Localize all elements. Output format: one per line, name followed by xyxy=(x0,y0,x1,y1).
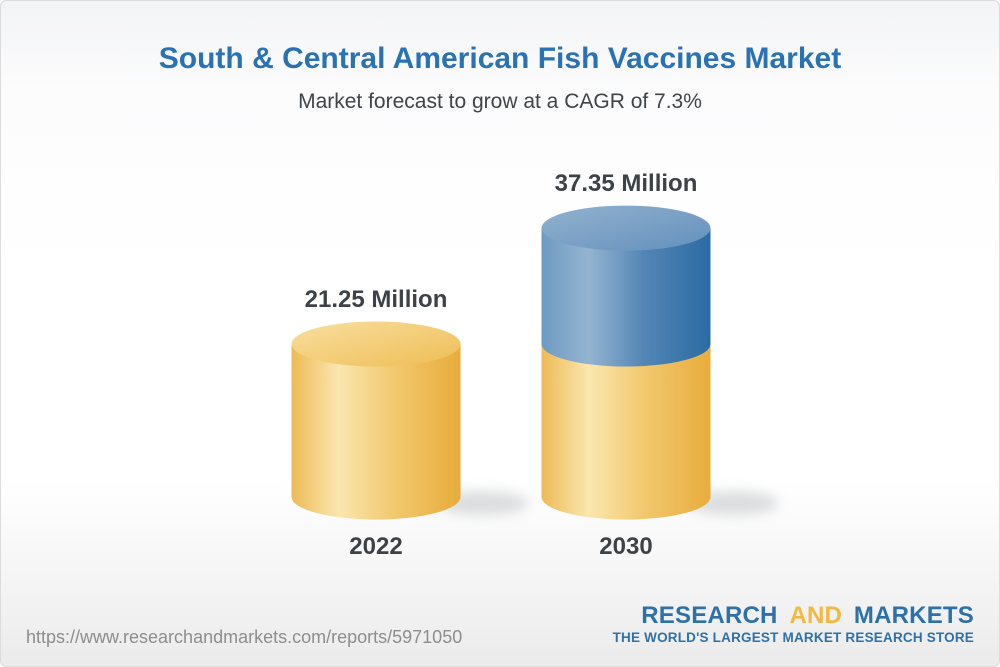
chart-subtitle: Market forecast to grow at a CAGR of 7.3… xyxy=(298,90,702,113)
cylinder-2022-body xyxy=(291,344,461,520)
category-label-2030: 2030 xyxy=(599,533,653,560)
logo-and: AND xyxy=(789,602,843,629)
logo-tagline: THE WORLD'S LARGEST MARKET RESEARCH STOR… xyxy=(612,630,974,645)
cylinder-2022-top xyxy=(291,321,461,367)
chart-title: South & Central American Fish Vaccines M… xyxy=(158,42,842,75)
category-label-2022: 2022 xyxy=(349,533,403,560)
logo-markets: MARKETS xyxy=(853,602,974,629)
logo-wordmark: RESEARCH AND MARKETS xyxy=(613,602,974,629)
cylinder-2030-base xyxy=(541,344,711,520)
logo-research: RESEARCH xyxy=(641,602,778,629)
value-label-2022: 21.25 Million xyxy=(304,285,448,313)
value-label-2030: 37.35 Million xyxy=(554,169,698,197)
research-and-markets-logo: RESEARCH AND MARKETS THE WORLD'S LARGEST… xyxy=(613,602,974,645)
cylinder-2030-growth xyxy=(541,228,711,367)
cylinder-2030-top xyxy=(541,205,711,251)
report-url[interactable]: https://www.researchandmarkets.com/repor… xyxy=(26,627,463,647)
